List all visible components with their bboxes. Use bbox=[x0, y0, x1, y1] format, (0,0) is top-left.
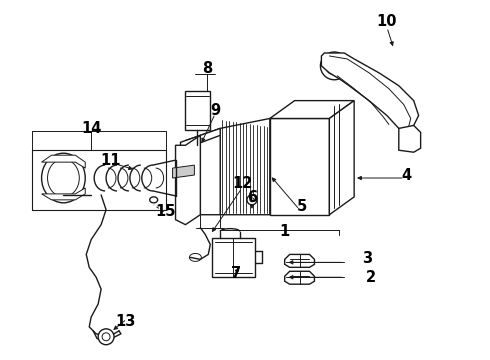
Polygon shape bbox=[42, 155, 85, 168]
Circle shape bbox=[102, 333, 110, 341]
Circle shape bbox=[98, 329, 114, 345]
Polygon shape bbox=[321, 53, 418, 130]
Polygon shape bbox=[220, 118, 270, 215]
Text: 5: 5 bbox=[296, 199, 307, 214]
Polygon shape bbox=[180, 129, 220, 150]
Text: 3: 3 bbox=[362, 251, 372, 266]
Polygon shape bbox=[285, 255, 315, 267]
Circle shape bbox=[250, 198, 254, 202]
Polygon shape bbox=[200, 129, 220, 215]
Polygon shape bbox=[285, 271, 315, 284]
Text: 6: 6 bbox=[247, 190, 257, 205]
Circle shape bbox=[320, 52, 348, 80]
Text: 15: 15 bbox=[155, 204, 176, 219]
Text: 12: 12 bbox=[232, 176, 252, 192]
Text: 2: 2 bbox=[366, 270, 376, 285]
Text: 13: 13 bbox=[116, 314, 136, 329]
Polygon shape bbox=[185, 91, 210, 130]
Text: 11: 11 bbox=[101, 153, 122, 168]
Polygon shape bbox=[270, 118, 329, 215]
Polygon shape bbox=[329, 100, 354, 215]
Polygon shape bbox=[399, 125, 420, 152]
Text: 7: 7 bbox=[231, 266, 241, 281]
Text: 8: 8 bbox=[202, 61, 213, 76]
Polygon shape bbox=[172, 165, 195, 178]
Polygon shape bbox=[270, 100, 354, 118]
Text: 4: 4 bbox=[402, 167, 412, 183]
Text: 14: 14 bbox=[81, 121, 101, 136]
Polygon shape bbox=[175, 135, 200, 225]
Polygon shape bbox=[42, 188, 85, 200]
Circle shape bbox=[325, 57, 343, 75]
Text: 9: 9 bbox=[210, 103, 221, 118]
Text: 10: 10 bbox=[377, 14, 397, 29]
Text: 1: 1 bbox=[280, 224, 290, 239]
Circle shape bbox=[247, 195, 257, 205]
Polygon shape bbox=[212, 238, 255, 277]
